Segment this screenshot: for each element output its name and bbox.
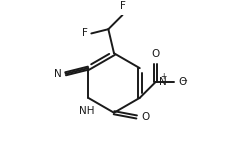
- Text: N: N: [158, 77, 166, 87]
- Text: O: O: [178, 77, 186, 87]
- Text: −: −: [179, 76, 186, 85]
- Text: N: N: [54, 70, 61, 79]
- Text: O: O: [141, 112, 149, 122]
- Text: F: F: [81, 28, 87, 38]
- Text: NH: NH: [79, 106, 94, 116]
- Text: F: F: [120, 1, 126, 11]
- Text: +: +: [159, 72, 165, 81]
- Text: O: O: [151, 49, 159, 59]
